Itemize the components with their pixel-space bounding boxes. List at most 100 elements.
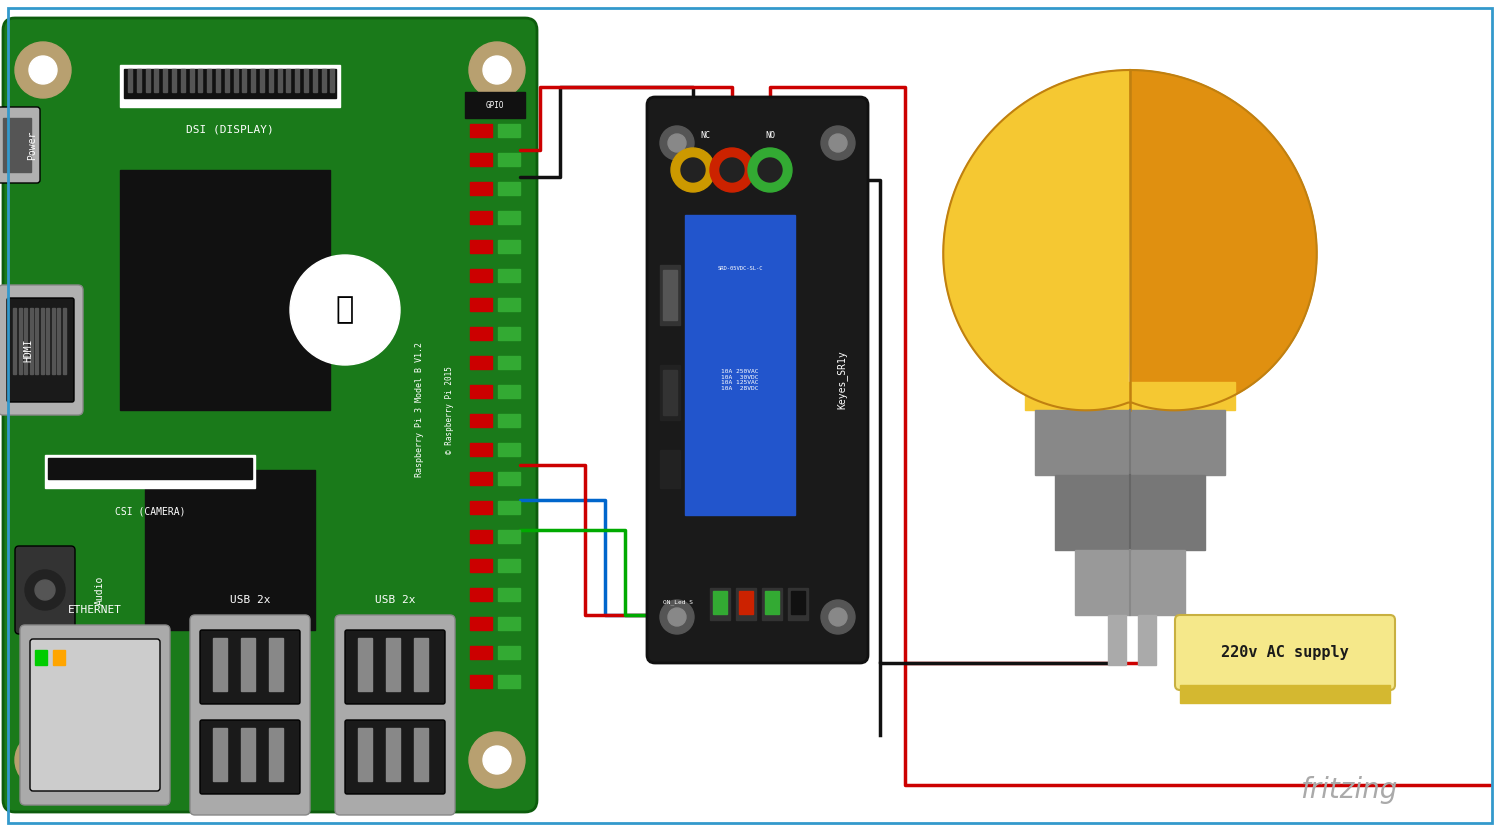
- Bar: [63, 308, 66, 374]
- Polygon shape: [1130, 70, 1317, 411]
- Text: HDMI: HDMI: [22, 338, 33, 361]
- Circle shape: [681, 158, 705, 182]
- Bar: [18, 308, 21, 374]
- Bar: [762, 588, 782, 620]
- Bar: [498, 124, 520, 137]
- Bar: [470, 588, 492, 601]
- Circle shape: [290, 255, 400, 365]
- Bar: [498, 588, 520, 601]
- Bar: [686, 215, 795, 515]
- Text: Audio: Audio: [94, 575, 105, 605]
- Bar: [1180, 685, 1390, 703]
- Circle shape: [28, 746, 57, 774]
- Bar: [663, 370, 676, 415]
- Bar: [470, 472, 492, 485]
- Text: ON_Led S: ON_Led S: [663, 599, 693, 605]
- Bar: [45, 455, 255, 488]
- Circle shape: [758, 158, 782, 182]
- Text: Keyes_SR1y: Keyes_SR1y: [837, 351, 848, 410]
- FancyBboxPatch shape: [8, 298, 74, 402]
- Circle shape: [821, 126, 855, 160]
- Bar: [268, 69, 273, 92]
- Bar: [470, 124, 492, 137]
- Bar: [498, 182, 520, 195]
- Bar: [30, 308, 33, 374]
- Text: 🍓: 🍓: [336, 296, 354, 324]
- Bar: [260, 69, 264, 92]
- Circle shape: [28, 56, 57, 84]
- Bar: [225, 69, 230, 92]
- FancyBboxPatch shape: [345, 630, 445, 704]
- Bar: [498, 501, 520, 514]
- Text: GPIO: GPIO: [486, 101, 504, 110]
- FancyBboxPatch shape: [15, 546, 75, 634]
- Circle shape: [483, 56, 512, 84]
- Circle shape: [830, 608, 848, 626]
- Bar: [242, 638, 255, 691]
- Bar: [498, 530, 520, 543]
- Circle shape: [660, 600, 694, 634]
- Bar: [198, 69, 202, 92]
- Text: USB 2x: USB 2x: [375, 595, 416, 605]
- Bar: [470, 298, 492, 311]
- Bar: [207, 69, 212, 92]
- Bar: [146, 470, 315, 630]
- Bar: [790, 591, 806, 614]
- Bar: [470, 153, 492, 166]
- FancyBboxPatch shape: [200, 630, 300, 704]
- Bar: [470, 385, 492, 398]
- Bar: [34, 308, 38, 374]
- Bar: [788, 588, 808, 620]
- Bar: [470, 327, 492, 340]
- Bar: [13, 308, 16, 374]
- Bar: [146, 69, 150, 92]
- Bar: [358, 728, 372, 781]
- Circle shape: [830, 134, 848, 152]
- Bar: [386, 638, 400, 691]
- Bar: [1138, 615, 1156, 666]
- Bar: [314, 69, 316, 92]
- Bar: [304, 69, 307, 92]
- Circle shape: [710, 148, 754, 192]
- Bar: [172, 69, 176, 92]
- FancyBboxPatch shape: [3, 18, 537, 812]
- Text: NC: NC: [700, 130, 709, 140]
- Text: ETHERNET: ETHERNET: [68, 605, 122, 615]
- Text: © Raspberry Pi 2015: © Raspberry Pi 2015: [446, 366, 454, 454]
- Bar: [470, 530, 492, 543]
- Text: CSI (CAMERA): CSI (CAMERA): [114, 506, 186, 516]
- Text: 10A 250VAC
10A  30VDC
10A 125VAC
10A  28VDC: 10A 250VAC 10A 30VDC 10A 125VAC 10A 28VD…: [722, 369, 759, 391]
- FancyBboxPatch shape: [334, 615, 454, 815]
- Bar: [740, 591, 753, 614]
- Polygon shape: [944, 70, 1130, 411]
- Bar: [3, 118, 32, 172]
- Circle shape: [660, 126, 694, 160]
- Bar: [710, 588, 730, 620]
- Bar: [189, 69, 194, 92]
- FancyBboxPatch shape: [20, 625, 170, 805]
- Bar: [1108, 615, 1126, 666]
- Bar: [660, 450, 680, 488]
- Circle shape: [668, 608, 686, 626]
- Bar: [57, 308, 60, 374]
- FancyBboxPatch shape: [646, 97, 868, 663]
- Bar: [243, 69, 246, 92]
- Bar: [213, 638, 226, 691]
- Bar: [498, 559, 520, 572]
- Bar: [120, 65, 340, 107]
- Text: USB 2x: USB 2x: [230, 595, 270, 605]
- Bar: [470, 646, 492, 659]
- Bar: [498, 327, 520, 340]
- Bar: [321, 69, 326, 92]
- Bar: [660, 365, 680, 420]
- Bar: [358, 638, 372, 691]
- Bar: [470, 559, 492, 572]
- Bar: [498, 269, 520, 282]
- FancyBboxPatch shape: [0, 107, 40, 183]
- Bar: [120, 170, 330, 410]
- Bar: [470, 182, 492, 195]
- FancyBboxPatch shape: [1174, 615, 1395, 690]
- Bar: [48, 458, 252, 479]
- Circle shape: [720, 158, 744, 182]
- Bar: [1076, 550, 1185, 615]
